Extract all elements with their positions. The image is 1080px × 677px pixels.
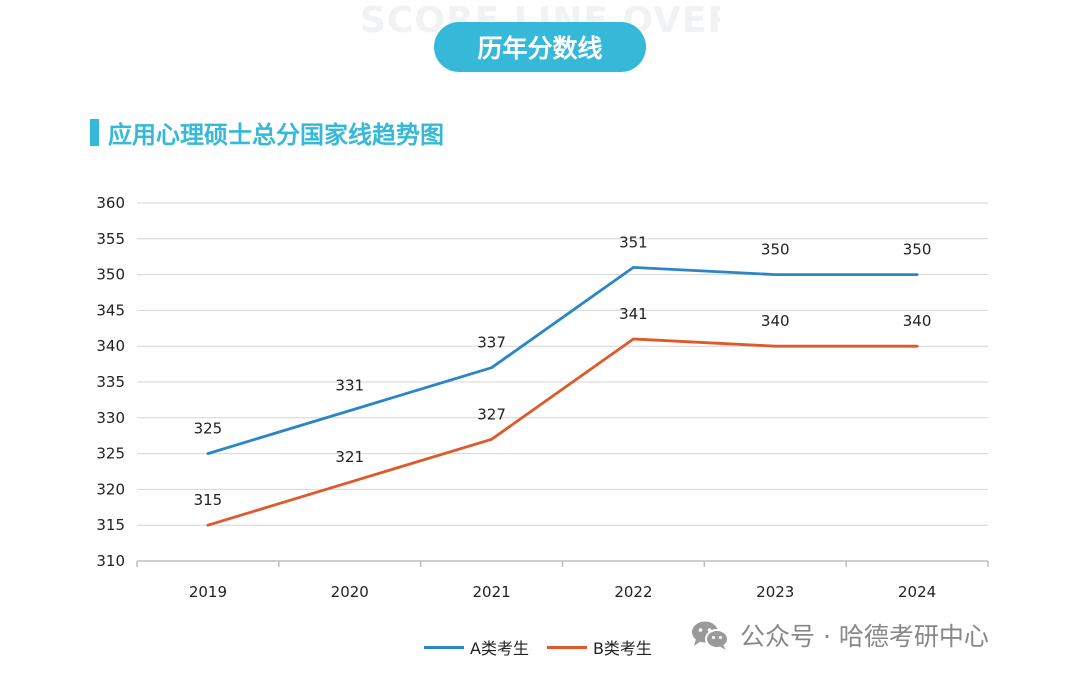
legend-item-a: A类考生 xyxy=(424,635,529,659)
y-tick-label: 335 xyxy=(96,373,125,391)
legend-label-b: B类考生 xyxy=(592,639,652,658)
y-tick-label: 350 xyxy=(96,266,125,284)
y-tick-label: 355 xyxy=(96,230,125,248)
data-label: 325 xyxy=(194,420,223,438)
data-label: 350 xyxy=(903,241,932,259)
x-tick-label: 2024 xyxy=(898,583,936,601)
chart-legend: A类考生 B类考生 xyxy=(424,635,670,659)
account-watermark: 公众号 · 哈德考研中心 xyxy=(690,615,989,655)
legend-swatch-a xyxy=(424,645,464,649)
y-tick-label: 330 xyxy=(96,409,125,427)
y-tick-label: 340 xyxy=(96,337,125,355)
legend-label-a: A类考生 xyxy=(470,639,529,658)
y-tick-label: 320 xyxy=(96,480,125,498)
page-title-pill: 历年分数线 xyxy=(434,22,646,72)
data-label: 327 xyxy=(477,405,506,423)
data-label: 331 xyxy=(335,377,364,395)
account-name: 公众号 · 哈德考研中心 xyxy=(740,622,989,651)
x-tick-label: 2022 xyxy=(614,583,652,601)
x-tick-label: 2019 xyxy=(189,583,227,601)
section-title-marker xyxy=(90,118,99,146)
legend-item-b: B类考生 xyxy=(546,635,652,659)
x-tick-label: 2021 xyxy=(472,583,510,601)
y-tick-label: 325 xyxy=(96,445,125,463)
y-tick-label: 315 xyxy=(96,516,125,534)
data-label: 341 xyxy=(619,305,648,323)
x-tick-label: 2023 xyxy=(756,583,794,601)
section-title: 应用心理硕士总分国家线趋势图 xyxy=(90,116,444,149)
series-line-a xyxy=(206,265,919,456)
wechat-icon xyxy=(692,621,729,650)
y-tick-label: 345 xyxy=(96,301,125,319)
section-title-text: 应用心理硕士总分国家线趋势图 xyxy=(108,120,444,149)
data-label: 337 xyxy=(477,334,506,352)
y-tick-label: 310 xyxy=(96,552,125,570)
legend-swatch-b xyxy=(546,645,587,649)
data-label: 340 xyxy=(903,312,932,330)
series-line-b xyxy=(206,337,919,527)
data-label: 340 xyxy=(761,312,790,330)
data-label: 351 xyxy=(619,233,648,251)
x-tick-label: 2020 xyxy=(331,583,369,601)
data-label: 321 xyxy=(335,448,364,466)
data-label: 350 xyxy=(761,241,790,259)
data-label: 315 xyxy=(194,491,223,509)
y-tick-label: 360 xyxy=(96,194,125,212)
